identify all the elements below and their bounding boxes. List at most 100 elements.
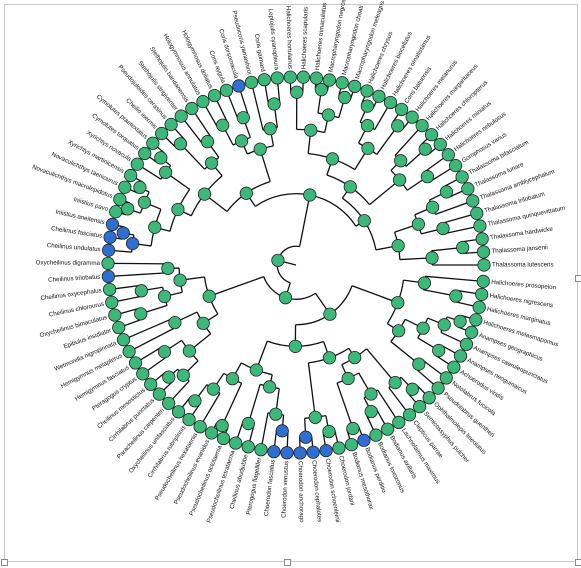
tip-node	[207, 88, 222, 103]
internal-node	[388, 376, 402, 390]
internal-node	[216, 118, 230, 132]
tip-node	[319, 443, 333, 458]
resize-handle-bottom-right[interactable]	[575, 559, 581, 566]
internal-node	[241, 416, 256, 431]
internal-node	[200, 135, 215, 149]
internal-node	[338, 90, 352, 105]
tip-node	[136, 367, 150, 381]
tip-node	[193, 420, 207, 434]
internal-node	[325, 152, 340, 166]
tip-label: Thalassoma lutescens	[492, 262, 554, 269]
internal-node	[425, 251, 439, 265]
branch	[208, 276, 264, 297]
tip-node	[124, 168, 138, 183]
internal-node	[158, 165, 173, 179]
tip-label: Oxycheilinus digramma	[36, 259, 101, 267]
tip-node	[439, 371, 453, 385]
tip-node	[380, 422, 395, 436]
tip-node	[105, 217, 120, 231]
tip-node	[369, 428, 383, 442]
tip-node	[101, 269, 115, 284]
internal-node	[420, 170, 435, 184]
tip-node	[138, 146, 152, 161]
internal-node	[188, 394, 202, 408]
tip-node	[105, 295, 119, 309]
tip-node	[232, 79, 246, 93]
tip-node	[144, 377, 158, 391]
internal-node	[154, 151, 168, 165]
internal-node	[278, 291, 293, 305]
internal-node	[239, 186, 253, 200]
internal-node	[343, 180, 357, 194]
tip-label: Cheilinus oxycephalus	[40, 287, 102, 302]
tip-node	[185, 101, 199, 116]
internal-node	[196, 316, 210, 330]
tip-node	[344, 437, 359, 452]
branch	[221, 383, 243, 426]
tip-node	[229, 436, 243, 450]
internal-node	[392, 324, 406, 338]
tip-node	[270, 71, 284, 85]
tip-label: Iniistius pavo	[73, 196, 110, 213]
tip-node	[103, 282, 117, 297]
tip-label: Choerodon fasciatus	[263, 459, 277, 516]
tip-label: Halichoeres scapularis	[300, 7, 309, 69]
tip-node	[108, 308, 122, 322]
internal-node	[364, 387, 378, 401]
tip-node	[332, 441, 346, 455]
tip-label: Thalassoma hardwicke	[490, 226, 554, 242]
tip-node	[322, 73, 336, 87]
internal-node	[308, 410, 322, 424]
internal-node	[364, 404, 378, 419]
tip-node	[152, 387, 166, 401]
tip-node	[182, 413, 196, 427]
resize-handle-right[interactable]	[575, 275, 581, 282]
tip-node	[422, 391, 436, 405]
internal-node	[267, 97, 281, 111]
tip-label: Cheilinus trilobatus	[48, 274, 101, 284]
tip-label: Novaculichthys macrolepidotus	[31, 164, 113, 200]
tip-node	[424, 128, 439, 142]
tip-node	[360, 84, 374, 98]
tip-node	[472, 300, 486, 314]
tip-node	[392, 415, 406, 430]
tip-node	[476, 274, 490, 288]
internal-node	[456, 240, 470, 255]
internal-node	[215, 419, 229, 433]
internal-node	[171, 202, 185, 217]
tip-node	[455, 170, 469, 184]
resize-handle-bottom[interactable]	[284, 559, 291, 566]
internal-node	[275, 424, 289, 438]
tip-label: Coris gaimard	[253, 33, 266, 73]
branch	[250, 82, 264, 131]
tip-label: Cheilinus fasciatus	[51, 225, 103, 240]
internal-node	[299, 430, 313, 444]
internal-node	[197, 187, 212, 201]
internal-node	[449, 289, 463, 303]
tip-node	[155, 126, 169, 141]
tip-node	[244, 75, 259, 89]
internal-node	[439, 185, 454, 199]
internal-node	[134, 284, 148, 298]
tip-node	[394, 102, 409, 117]
tip-node	[101, 256, 115, 270]
internal-node	[437, 318, 451, 332]
internal-node	[321, 108, 336, 122]
tree-nodes	[101, 70, 491, 460]
internal-node	[453, 314, 467, 328]
tip-label: Thalassoma jansenii	[491, 244, 548, 255]
internal-node	[432, 343, 446, 358]
tip-node	[109, 205, 123, 219]
internal-node	[323, 307, 337, 321]
internal-node	[418, 142, 432, 156]
internal-node	[322, 351, 337, 365]
internal-node	[412, 357, 426, 371]
tip-node	[348, 79, 362, 94]
tip-node	[257, 73, 271, 87]
internal-node	[392, 173, 407, 187]
tip-node	[296, 70, 310, 84]
internal-node	[394, 154, 408, 168]
tip-label: Halichoeres hortulanus	[284, 6, 293, 69]
resize-handle-bottom-left[interactable]	[1, 559, 8, 566]
